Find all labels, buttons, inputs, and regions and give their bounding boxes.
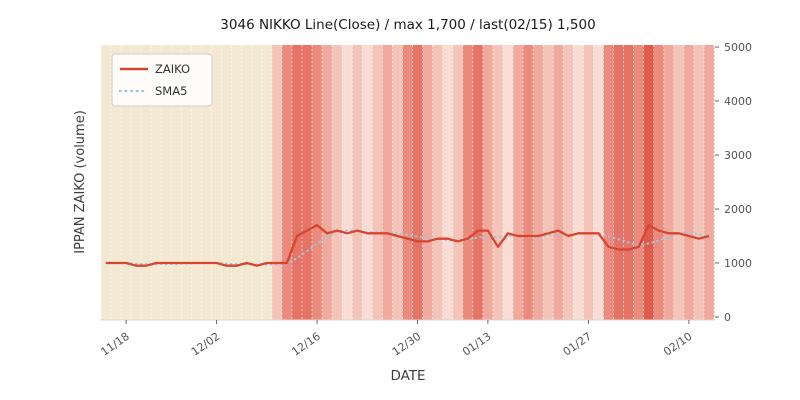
x-tick-label: 12/30: [390, 330, 423, 359]
legend-label-sma5: SMA5: [155, 84, 187, 98]
day-band: [312, 45, 323, 320]
day-band: [593, 45, 604, 320]
day-band: [613, 45, 624, 320]
background-bands: [100, 45, 715, 320]
day-band: [151, 45, 162, 320]
day-band: [221, 45, 233, 320]
day-band: [482, 45, 494, 320]
legend-item-zaiko: ZAIKO: [120, 62, 190, 76]
day-band: [543, 45, 554, 320]
y-tick-label: 2000: [724, 203, 752, 216]
day-band: [332, 45, 343, 320]
day-band: [623, 45, 635, 320]
day-band: [563, 45, 574, 320]
day-band: [513, 45, 524, 320]
day-band: [362, 45, 373, 320]
day-band: [422, 45, 434, 320]
day-band: [533, 45, 544, 320]
legend-box: [111, 53, 213, 107]
day-band: [121, 45, 132, 320]
day-band: [322, 45, 333, 320]
day-band: [432, 45, 444, 320]
day-band: [171, 45, 182, 320]
legend-item-sma5: SMA5: [118, 84, 187, 98]
day-band: [573, 45, 584, 320]
day-band: [181, 45, 192, 320]
day-band: [342, 45, 353, 320]
day-band: [492, 45, 504, 320]
day-band: [352, 45, 363, 320]
x-tick-label: 02/10: [661, 330, 694, 359]
day-band: [462, 45, 474, 320]
day-band: [251, 45, 263, 320]
x-tick-label: 01/27: [561, 330, 594, 359]
day-band: [231, 45, 243, 320]
day-band: [261, 45, 273, 320]
x-tick-label: 11/18: [98, 330, 131, 359]
y-tick-label: 4000: [724, 95, 752, 108]
day-band: [693, 45, 705, 320]
legend: ZAIKO SMA5: [111, 53, 213, 107]
day-band: [553, 45, 564, 320]
day-band: [161, 45, 172, 320]
x-axis-ticks: 11/18 12/02 12/16 12/30 01/13 01/27 02/10: [98, 320, 695, 359]
day-band: [382, 45, 393, 320]
day-band: [392, 45, 403, 320]
day-band: [683, 45, 695, 320]
chart-title: 3046 NIKKO Line(Close) / max 1,700 / las…: [220, 17, 595, 33]
y-tick-label: 3000: [724, 149, 752, 162]
day-band: [603, 45, 614, 320]
y-tick-label: 0: [724, 311, 731, 324]
x-tick-label: 12/16: [289, 330, 322, 359]
day-band: [191, 45, 202, 320]
day-band: [583, 45, 594, 320]
day-band: [201, 45, 212, 320]
day-band: [291, 45, 303, 320]
x-tick-label: 12/02: [189, 330, 222, 359]
day-band: [653, 45, 665, 320]
day-band: [111, 45, 122, 320]
y-tick-label: 1000: [724, 257, 752, 270]
day-band: [141, 45, 152, 320]
day-band: [100, 45, 112, 320]
day-band: [502, 45, 514, 320]
legend-label-zaiko: ZAIKO: [155, 62, 190, 76]
day-band: [523, 45, 534, 320]
day-band: [412, 45, 423, 320]
day-band: [472, 45, 484, 320]
day-band: [372, 45, 383, 320]
day-band: [663, 45, 675, 320]
zaiko-line: [106, 224, 710, 267]
day-band: [703, 45, 715, 320]
day-band: [211, 45, 222, 320]
day-band: [131, 45, 142, 320]
y-axis-label: IPPAN ZAIKO (volume): [73, 110, 88, 254]
day-band: [633, 45, 645, 320]
x-tick-label: 01/13: [460, 330, 493, 359]
day-band: [241, 45, 253, 320]
y-tick-label: 5000: [724, 41, 752, 54]
y-axis-ticks: 0 1000 2000 3000 4000 5000: [715, 41, 752, 324]
day-band: [402, 45, 413, 320]
day-band: [301, 45, 313, 320]
day-band: [442, 45, 454, 320]
day-band: [643, 45, 655, 320]
day-band: [281, 45, 293, 320]
day-band: [673, 45, 685, 320]
x-axis-label: DATE: [390, 368, 425, 384]
day-band: [452, 45, 464, 320]
day-band: [271, 45, 283, 320]
